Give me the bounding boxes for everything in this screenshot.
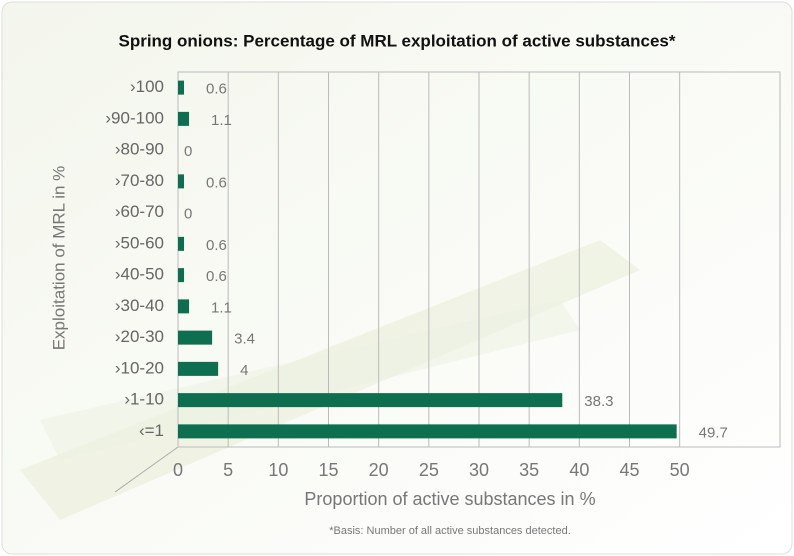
x-tick-label: 30: [469, 460, 489, 480]
x-tick-label: 5: [223, 460, 233, 480]
data-label: 0.6: [206, 237, 227, 254]
data-label: 1.1: [211, 299, 232, 316]
bar: [178, 236, 185, 251]
y-axis-label: Exploitation of MRL in %: [49, 166, 68, 351]
x-tick-label: 35: [519, 460, 539, 480]
data-label: 0: [184, 143, 192, 160]
y-tick-label: ‹=1: [139, 421, 164, 440]
y-tick-label: ›50-60: [115, 233, 164, 252]
x-tick-label: 10: [268, 460, 288, 480]
floor-edge: [114, 446, 179, 493]
chart-title: Spring onions: Percentage of MRL exploit…: [118, 31, 675, 50]
bar: [178, 299, 190, 314]
x-tick-label: 15: [318, 460, 338, 480]
x-tick-label: 20: [369, 460, 389, 480]
bar: [178, 80, 185, 95]
y-tick-label: ›80-90: [115, 140, 164, 159]
x-tick-label: 25: [419, 460, 439, 480]
data-label: 1.1: [211, 112, 232, 129]
x-tick-label: 50: [670, 460, 690, 480]
y-tick-label: ›40-50: [115, 265, 164, 284]
data-label: 3.4: [234, 331, 255, 348]
bar: [178, 174, 185, 189]
bar: [178, 330, 213, 345]
bar: [178, 393, 563, 408]
y-tick-label: ›20-30: [115, 327, 164, 346]
data-label: 38.3: [584, 393, 613, 410]
footnote: *Basis: Number of all active substances …: [329, 525, 571, 537]
bar: [178, 268, 185, 283]
y-tick-label: ›100: [130, 77, 164, 96]
x-tick-label: 45: [619, 460, 639, 480]
x-axis-label: Proportion of active substances in %: [304, 489, 595, 509]
x-tick-label: 0: [173, 460, 183, 480]
background-decor: [40, 300, 580, 460]
bar: [178, 111, 190, 126]
data-label: 0.6: [206, 174, 227, 191]
x-tick-label: 40: [569, 460, 589, 480]
y-tick-label: ›10-20: [115, 358, 164, 377]
y-tick-label: ›30-40: [115, 296, 164, 315]
y-tick-label: ›70-80: [115, 171, 164, 190]
y-tick-label: ›60-70: [115, 202, 164, 221]
y-tick-label: ›1-10: [124, 390, 164, 409]
bar: [178, 361, 219, 376]
data-label: 0: [184, 206, 192, 223]
data-label: 0.6: [206, 268, 227, 285]
data-label: 4: [240, 362, 248, 379]
data-label: 49.7: [699, 424, 728, 441]
data-label: 0.6: [206, 81, 227, 98]
bar: [178, 424, 677, 439]
y-tick-label: ›90-100: [105, 108, 164, 127]
